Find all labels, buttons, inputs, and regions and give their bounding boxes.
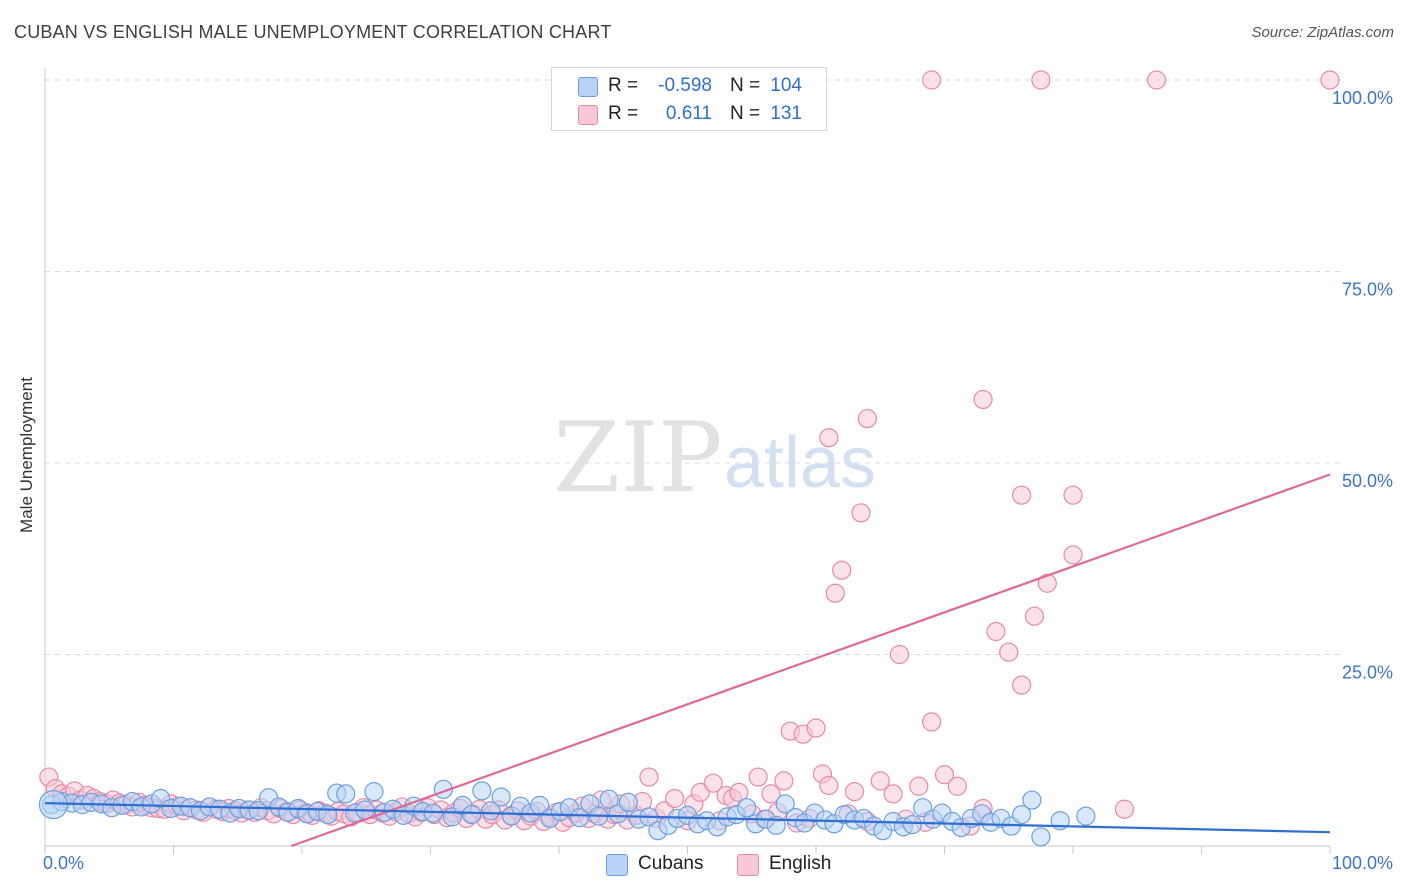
english-point	[1024, 606, 1045, 626]
x-tick-label: 0.0%	[43, 853, 84, 873]
legend-row-english: R = 0.611 N = 131	[552, 100, 826, 128]
grid-lines	[45, 79, 1340, 655]
cubans-point	[1022, 790, 1042, 810]
r-label: R =	[608, 103, 639, 124]
english-point	[1011, 485, 1032, 505]
x-tick-label: 100.0%	[1332, 853, 1393, 873]
english-point	[1031, 70, 1051, 90]
english-swatch	[578, 105, 598, 125]
legend-row-cubans: R = -0.598 N = 104	[552, 72, 826, 100]
cubans-point	[462, 804, 482, 825]
watermark-atlas: atlas	[724, 423, 876, 503]
english-point	[986, 621, 1006, 642]
y-tick-label: 100.0%	[1332, 88, 1393, 108]
r-value: -0.598	[658, 75, 712, 96]
cubans-point	[364, 782, 384, 802]
y-tick-label: 50.0%	[1342, 471, 1393, 491]
english-point	[832, 560, 852, 580]
english-point	[761, 784, 781, 804]
english-point	[1037, 573, 1057, 593]
source-label: Source: ZipAtlas.com	[1251, 24, 1394, 41]
cubans-point	[248, 801, 268, 821]
tick-labels: 25.0% 50.0% 75.0% 100.0% 0.0% 100.0%	[43, 88, 1393, 873]
y-tick-label: 25.0%	[1342, 663, 1393, 683]
english-point	[1320, 70, 1340, 90]
english-point	[729, 782, 749, 802]
y-tick-label: 75.0%	[1342, 280, 1393, 300]
english-point	[825, 583, 845, 603]
english-point	[819, 428, 839, 448]
english-point	[703, 773, 723, 793]
r-label: R =	[608, 75, 639, 96]
english-point	[922, 70, 942, 90]
english-point	[922, 712, 942, 732]
english-point	[774, 771, 794, 791]
cubans-legend-label: Cubans	[638, 853, 704, 874]
cubans-legend-swatch	[606, 854, 628, 876]
cubans-swatch	[578, 77, 598, 97]
english-point	[1063, 485, 1083, 505]
english-point	[844, 782, 865, 802]
cubans-point	[737, 798, 757, 818]
cubans-point	[775, 794, 795, 814]
english-point	[1114, 799, 1135, 819]
english-point	[947, 776, 967, 796]
english-point	[806, 718, 826, 738]
n-label: N =	[730, 75, 761, 96]
english-point	[973, 389, 993, 410]
axes	[44, 68, 1331, 854]
cubans-point	[569, 808, 590, 828]
english-point	[665, 788, 685, 809]
cubans-point	[336, 784, 356, 804]
n-value: 104	[770, 75, 802, 96]
cubans-point	[902, 814, 922, 835]
english-point	[889, 644, 910, 665]
r-value: 0.611	[665, 103, 712, 124]
english-point	[883, 784, 903, 804]
english-point	[1146, 70, 1167, 90]
chart-title: CUBAN VS ENGLISH MALE UNEMPLOYMENT CORRE…	[14, 22, 612, 42]
cubans-point	[618, 792, 638, 812]
cubans-series	[38, 779, 1096, 847]
english-point	[851, 503, 871, 523]
english-point	[819, 775, 839, 796]
correlation-legend: R = -0.598 N = 104 R = 0.611 N = 131	[551, 67, 827, 131]
english-point	[934, 765, 955, 785]
n-value: 131	[770, 103, 802, 124]
english-point	[639, 767, 659, 787]
n-label: N =	[730, 103, 761, 124]
english-point	[1011, 675, 1032, 695]
english-point	[870, 771, 890, 791]
cubans-point	[491, 787, 511, 807]
english-point	[857, 408, 878, 429]
cubans-point	[1011, 804, 1032, 825]
watermark-zip: ZIP	[553, 402, 722, 514]
cubans-point	[472, 781, 492, 801]
trend-lines	[44, 473, 1331, 848]
english-point	[909, 776, 929, 796]
english-point	[748, 767, 768, 787]
english-legend-swatch	[737, 854, 759, 876]
cubans-point	[1031, 827, 1051, 847]
english-point	[1063, 545, 1083, 565]
english-point	[999, 642, 1019, 662]
cubans-point	[599, 789, 619, 809]
cubans-point	[481, 801, 501, 821]
english-legend-label: English	[769, 853, 832, 874]
english-trend-line	[290, 473, 1331, 848]
cubans-point	[1076, 806, 1096, 826]
cubans-point	[38, 790, 69, 820]
cubans-trend-line	[44, 802, 1331, 834]
